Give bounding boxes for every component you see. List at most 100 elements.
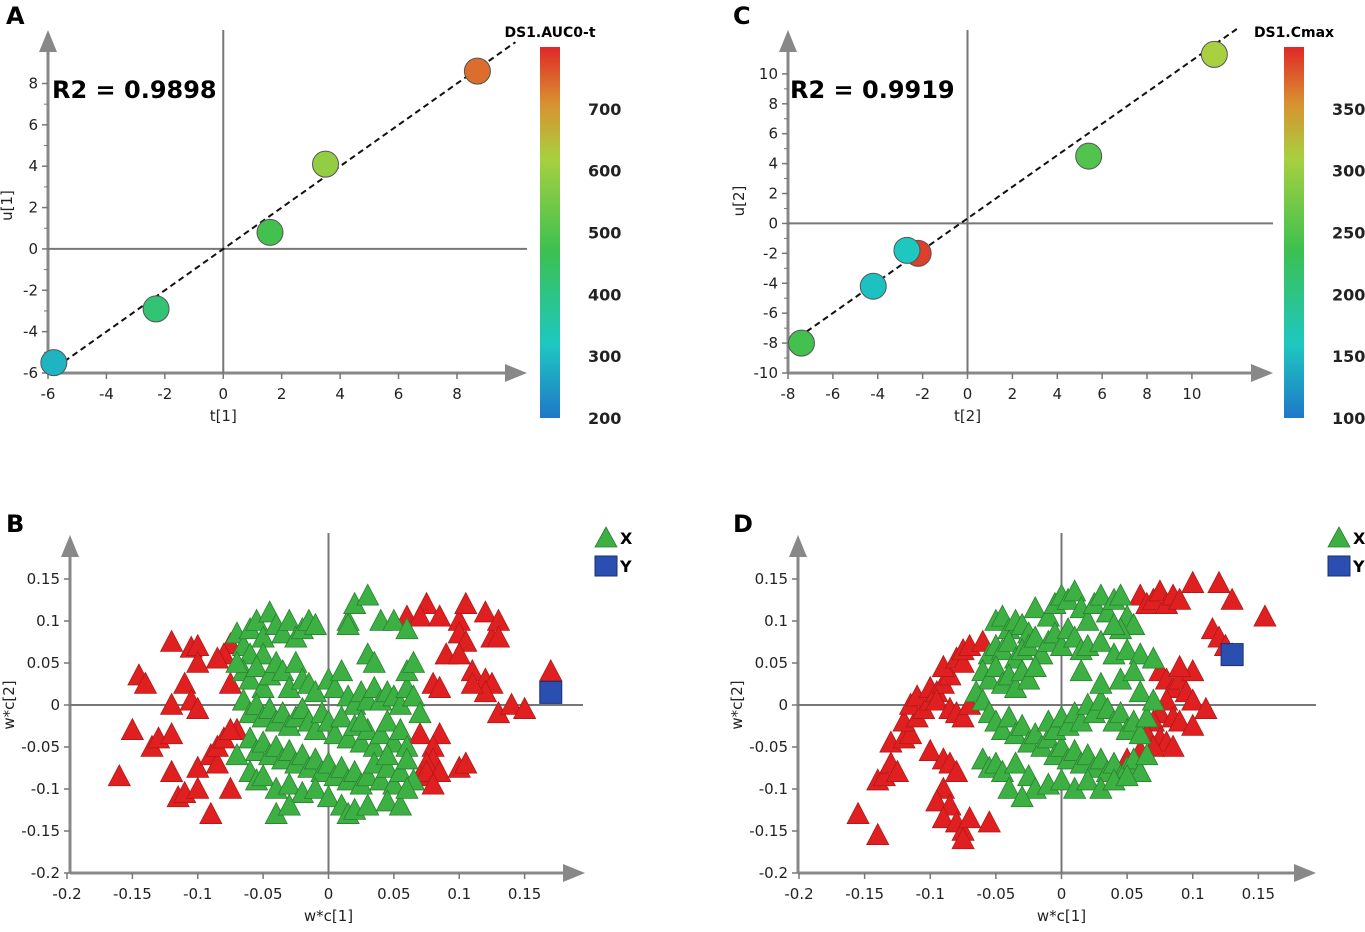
x-tick-label: 8 [452,385,462,403]
loading-point-triangle [205,751,230,774]
loading-point-triangle [1010,784,1034,808]
loading-point-triangle [1108,700,1133,724]
loading-point-triangle [997,629,1021,652]
loading-point-triangle [388,759,413,782]
loading-point-triangle [944,759,969,782]
loading-point-triangle [395,776,419,799]
x-tick-label: -0.2 [784,885,813,903]
loading-point-triangle [1141,688,1166,711]
loading-point-triangle [349,730,373,753]
colorbar-tick-label: 300 [1332,162,1365,181]
loading-point-triangle [382,772,406,795]
y-axis-label: w*c[2] [0,680,18,729]
legend-x-label: X [1353,529,1365,548]
x-axis-label: t[2] [954,407,981,425]
data-point [40,349,68,377]
loading-point-triangle [173,671,197,694]
data-point [787,329,815,357]
y-tick-label: 6 [28,116,38,134]
x-tick-label: -8 [781,385,796,403]
loading-point-triangle [997,705,1021,728]
x-tick-label: 0.15 [1242,885,1275,903]
loading-point-triangle [356,583,380,606]
data-point [463,57,491,85]
loading-point-triangle [1076,768,1100,791]
y-axis-label: w*c[2] [728,680,746,729]
loading-point-triangle [1207,570,1231,593]
loading-point-triangle [225,742,249,766]
y-axis-arrow [61,535,79,557]
legend-y-label: Y [619,557,632,576]
loading-point-triangle [375,755,400,778]
y-tick-label: -0.15 [749,822,788,840]
loading-point-triangle [316,784,341,808]
loading-point-triangle [225,650,249,673]
y-tick-label: -0.05 [21,738,60,756]
r2-annotation: R2 = 0.9919 [790,76,955,104]
loading-point-triangle [951,705,975,728]
loading-point-triangle [218,671,243,694]
loading-point-triangle [473,600,498,623]
loading-point-triangle [1115,763,1139,787]
loading-point-triangle [1128,759,1152,782]
y-tick-label: -6 [763,304,778,322]
loading-point-triangle [1194,696,1218,719]
y-tick-label: 0.1 [36,612,60,630]
loading-point-triangle [1167,709,1192,732]
loading-point-triangle [1049,768,1074,791]
x-tick-label: 0 [324,885,334,903]
loading-point-triangle [251,675,275,698]
loading-point-triangle [336,612,360,635]
loading-point-triangle [427,604,452,627]
loading-point-triangle [401,650,426,673]
colorbar-tick-label: 500 [588,224,621,243]
y-tick-label: 0.15 [27,570,60,588]
y-tick-label: 8 [28,74,38,92]
loading-point-triangle [1062,579,1087,602]
x-tick-label: 10 [1182,385,1201,403]
y-axis-arrow [779,30,797,52]
y-tick-label: 0 [50,696,60,714]
x-tick-label: -0.05 [976,885,1015,903]
y-tick-label: 0.05 [27,654,60,672]
legend-x-marker [594,526,618,548]
x-tick-label: -6 [41,385,56,403]
loading-point-triangle [159,629,184,652]
loading-point-triangle [303,776,328,799]
loading-point-triangle [984,654,1008,677]
loading-point-triangle [362,650,386,673]
y-axis-label: u[2] [730,186,748,217]
loading-point-triangle [356,793,380,816]
loading-point-triangle [1036,604,1061,627]
x-tick-label: 6 [394,385,404,403]
loading-point-triangle [1089,671,1113,694]
loading-point-triangle [421,772,445,795]
loading-point-triangle [1115,637,1139,661]
loading-point-triangle [244,654,269,677]
colorbar-tick-label: 200 [588,409,621,428]
loading-point-triangle [925,688,949,711]
y-tick-label: 0.05 [755,654,788,672]
loading-point-triangle [1167,654,1192,677]
loading-point-triangle [1181,713,1205,736]
y-tick-label: 2 [768,185,778,203]
loading-point-triangle [454,591,478,614]
loading-point-triangle [1253,604,1277,627]
loading-point-triangle [1128,679,1152,703]
y-tick-label: 4 [768,155,778,173]
loading-point-triangle [1161,734,1185,757]
loading-point-triangle [486,625,511,648]
colorbar [1284,47,1304,418]
y-tick-label: 4 [28,157,38,175]
loading-point-triangle [846,801,870,824]
y-tick-label: -4 [23,323,38,341]
x-tick-label: -0.1 [916,885,945,903]
loading-point-triangle [159,759,184,782]
legend-y-marker [594,555,618,577]
y-tick-label: 0 [778,696,788,714]
loading-point-triangle [284,650,308,673]
loading-point-triangle [1089,629,1113,652]
loading-point-triangle [395,747,419,770]
x-tick-label: 8 [1142,385,1152,403]
